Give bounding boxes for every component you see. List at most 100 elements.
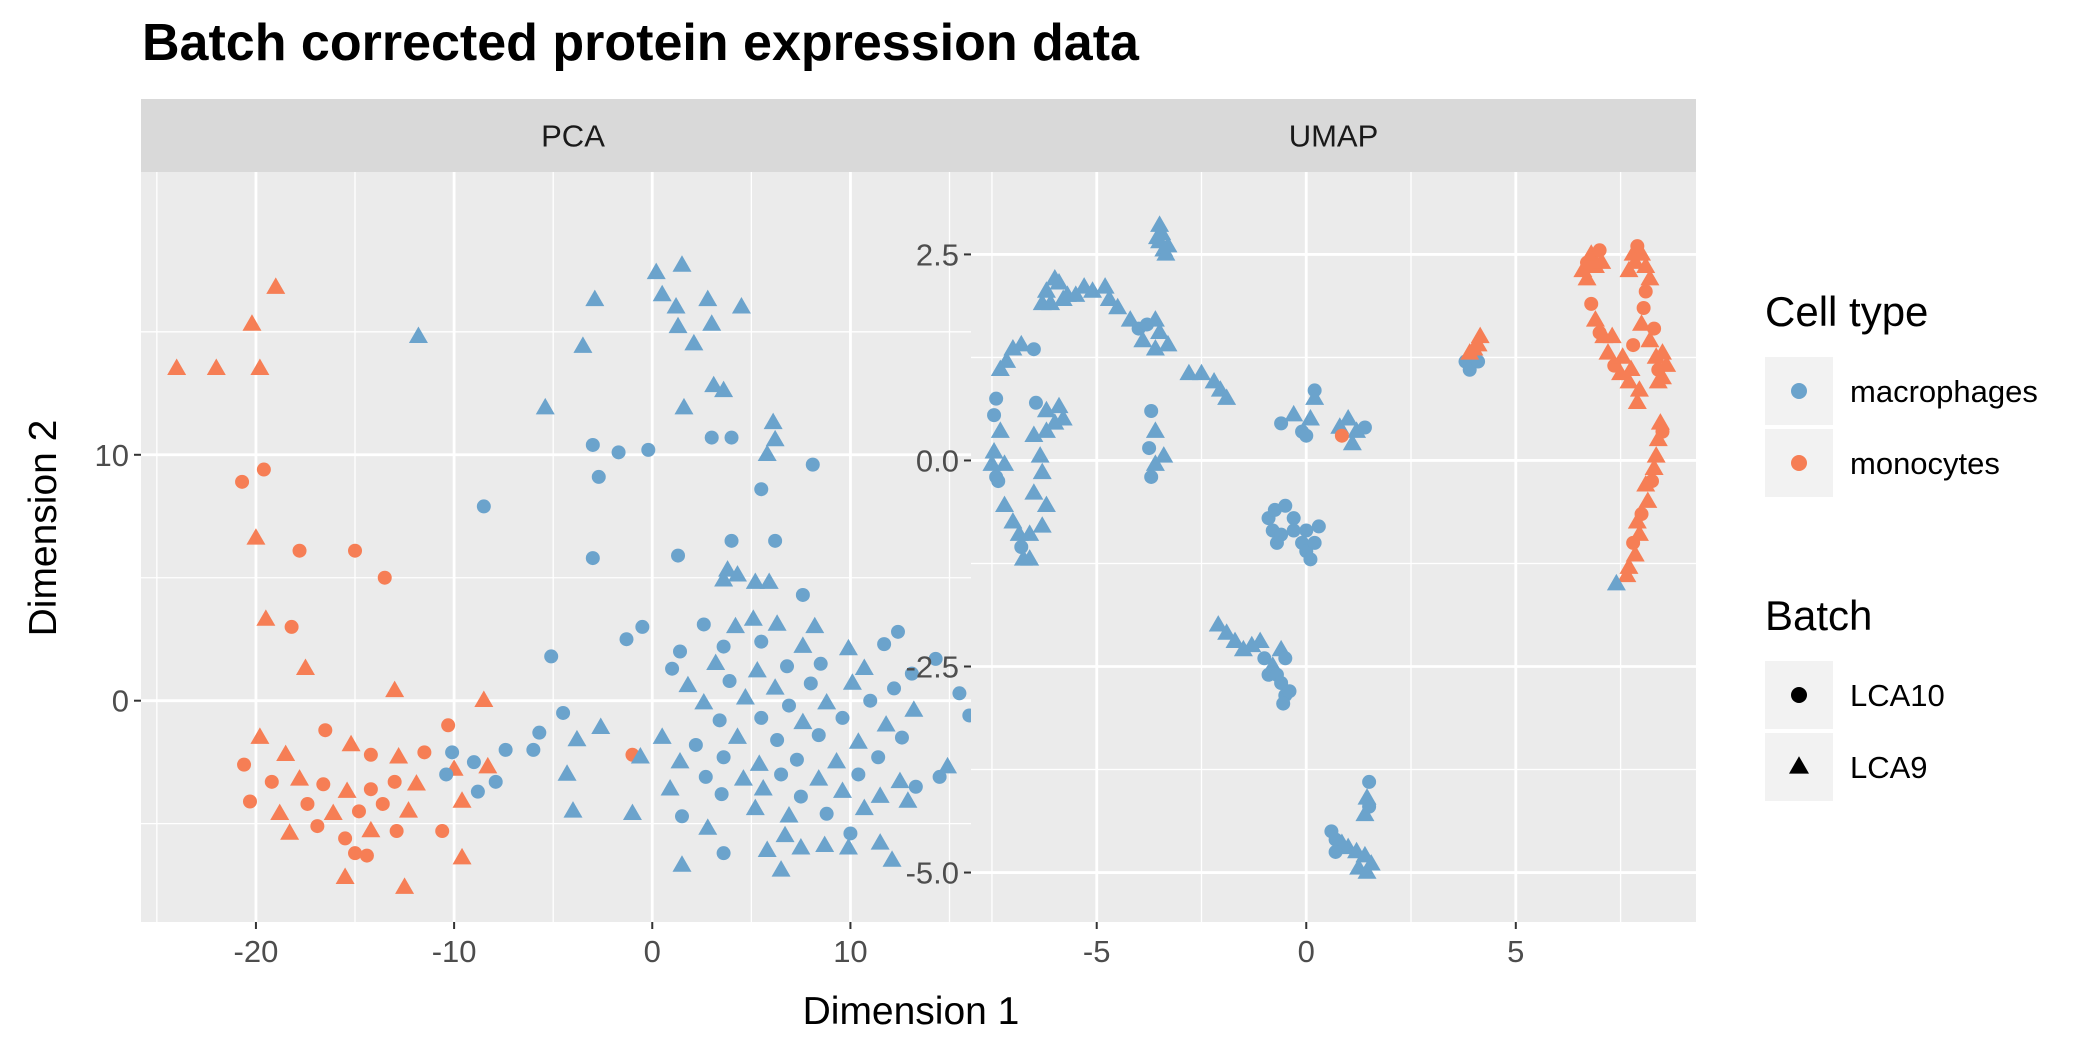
data-point-monocytes-lca9 [385,680,405,698]
data-point-monocytes-lca9 [1621,359,1641,377]
data-point-macrophages-lca10 [1311,519,1326,534]
data-point-macrophages-lca9 [672,855,692,872]
legend-color-title: Cell type [1765,288,1928,335]
data-point-macrophages-lca10 [805,457,820,472]
data-point-macrophages-lca9 [1036,281,1056,298]
data-point-macrophages-lca10 [843,826,858,841]
data-point-macrophages-lca10 [1307,535,1322,550]
data-point-macrophages-lca10 [754,710,769,725]
data-point-macrophages-lca10 [803,676,818,691]
data-point-macrophages-lca9 [1024,483,1044,500]
data-point-macrophages-lca9 [757,444,777,462]
data-point-macrophages-lca9 [674,397,694,415]
data-point-monocytes-lca10 [363,747,378,762]
data-point-macrophages-lca9 [870,833,890,850]
data-point-macrophages-lca9 [779,806,799,823]
data-point-macrophages-lca9 [1003,512,1023,529]
data-point-monocytes-lca10 [237,757,252,772]
data-point-macrophages-lca9 [1158,235,1178,253]
data-point-macrophages-lca9 [1036,495,1056,513]
data-point-macrophages-lca10 [1299,523,1314,538]
data-point-macrophages-lca10 [952,686,967,701]
legend-key-macrophages [1791,383,1807,399]
data-point-macrophages-lca9 [1020,524,1040,541]
data-point-macrophages-lca9 [1233,639,1253,657]
data-point-macrophages-lca10 [819,806,834,821]
data-point-macrophages-lca10 [863,693,878,708]
data-point-monocytes-lca9 [1585,310,1605,327]
data-point-monocytes-lca10 [1334,428,1349,443]
data-point-macrophages-lca9 [678,675,698,693]
data-point-macrophages-lca9 [630,747,650,764]
data-point-macrophages-lca9 [827,751,847,769]
facet-strip [971,99,1696,172]
data-point-macrophages-lca10 [835,710,850,725]
data-point-macrophages-lca10 [1144,469,1159,484]
data-point-macrophages-lca9 [1053,409,1073,426]
data-point-monocytes-lca9 [323,803,343,821]
panel-background [141,172,1005,922]
x-tick-label: 0 [1298,934,1315,969]
data-point-macrophages-lca10 [928,651,943,666]
x-tick-label: 5 [1507,934,1524,969]
data-point-macrophages-lca9 [1342,433,1362,451]
data-point-macrophages-lca9 [809,769,829,786]
legend-label-monocytes: monocytes [1850,446,2000,481]
data-point-macrophages-lca9 [1066,285,1086,302]
data-point-monocytes-lca9 [1619,371,1639,389]
data-point-macrophages-lca9 [1120,310,1140,327]
data-point-monocytes-lca9 [206,358,226,375]
data-point-macrophages-lca10 [476,499,491,514]
x-axis-title: Dimension 1 [803,990,1020,1033]
legend-entry-macrophages: macrophages [1765,357,2038,425]
data-point-macrophages-lca10 [1028,395,1043,410]
data-point-macrophages-lca10 [716,639,731,654]
data-point-macrophages-lca10 [890,624,905,639]
data-point-macrophages-lca10 [712,713,727,728]
data-point-macrophages-lca10 [1299,428,1314,443]
data-point-monocytes-lca9 [452,847,472,865]
data-point-macrophages-lca9 [1099,289,1119,306]
data-point-macrophages-lca9 [725,616,745,634]
data-point-macrophages-lca9 [535,397,555,415]
data-point-macrophages-lca10 [1282,684,1297,699]
data-point-macrophages-lca10 [673,644,688,659]
data-point-monocytes-lca9 [335,867,355,884]
data-point-macrophages-lca10 [619,632,634,647]
data-point-macrophages-lca9 [567,729,587,747]
data-point-macrophages-lca10 [488,774,503,789]
data-point-monocytes-lca9 [1625,545,1645,562]
data-point-monocytes-lca9 [389,747,409,764]
data-point-macrophages-lca9 [749,754,769,771]
y-tick-label: 0.0 [916,443,959,478]
data-point-macrophages-lca10 [1328,844,1343,859]
data-point-macrophages-lca9 [995,454,1015,471]
legend-label-lca9: LCA9 [1850,750,1928,785]
data-point-monocytes-lca9 [270,803,290,821]
data-point-macrophages-lca9 [1150,322,1170,339]
data-point-macrophages-lca10 [908,779,923,794]
data-point-macrophages-lca9 [1145,454,1165,471]
data-point-macrophages-lca9 [745,572,765,589]
data-point-monocytes-lca9 [337,781,357,798]
data-point-monocytes-lca10 [389,824,404,839]
data-point-macrophages-lca10 [894,730,909,745]
data-point-macrophages-lca9 [1217,623,1237,640]
data-point-macrophages-lca9 [842,673,862,690]
legend-color-entries: macrophages monocytes [1765,357,2038,497]
data-point-macrophages-lca9 [848,732,868,749]
data-point-monocytes-lca10 [292,543,307,558]
data-point-monocytes-lca9 [478,756,498,774]
data-point-macrophages-lca9 [622,803,642,821]
data-point-monocytes-lca9 [1619,260,1639,278]
data-point-monocytes-lca10 [242,794,257,809]
data-point-macrophages-lca9 [815,835,835,853]
facet-umap: UMAP -5 0 5 2.5 0.0 -2.5 -5.0 [906,99,1696,969]
data-point-monocytes-lca9 [1460,343,1480,360]
data-point-monocytes-lca10 [348,846,363,861]
data-point-monocytes-lca9 [1598,343,1618,360]
data-point-macrophages-lca10 [813,656,828,671]
data-point-macrophages-lca9 [1049,273,1069,290]
data-point-monocytes-lca9 [1646,446,1666,463]
data-point-macrophages-lca9 [1606,573,1626,591]
